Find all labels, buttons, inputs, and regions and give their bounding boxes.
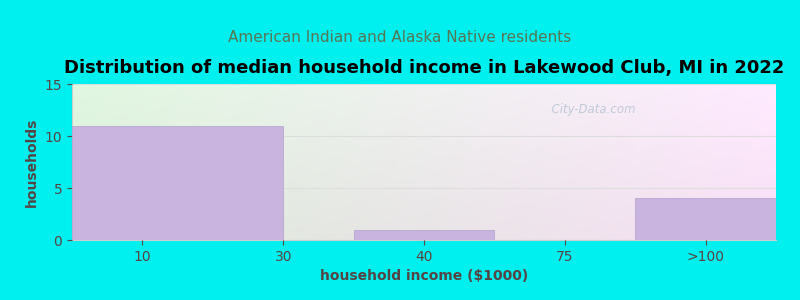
Title: Distribution of median household income in Lakewood Club, MI in 2022: Distribution of median household income … [64,59,784,77]
Text: City-Data.com: City-Data.com [544,103,635,116]
Y-axis label: households: households [25,117,39,207]
Text: American Indian and Alaska Native residents: American Indian and Alaska Native reside… [228,30,572,45]
Bar [72,126,283,240]
X-axis label: household income ($1000): household income ($1000) [320,269,528,283]
Bar [635,198,776,240]
Bar [354,230,494,240]
